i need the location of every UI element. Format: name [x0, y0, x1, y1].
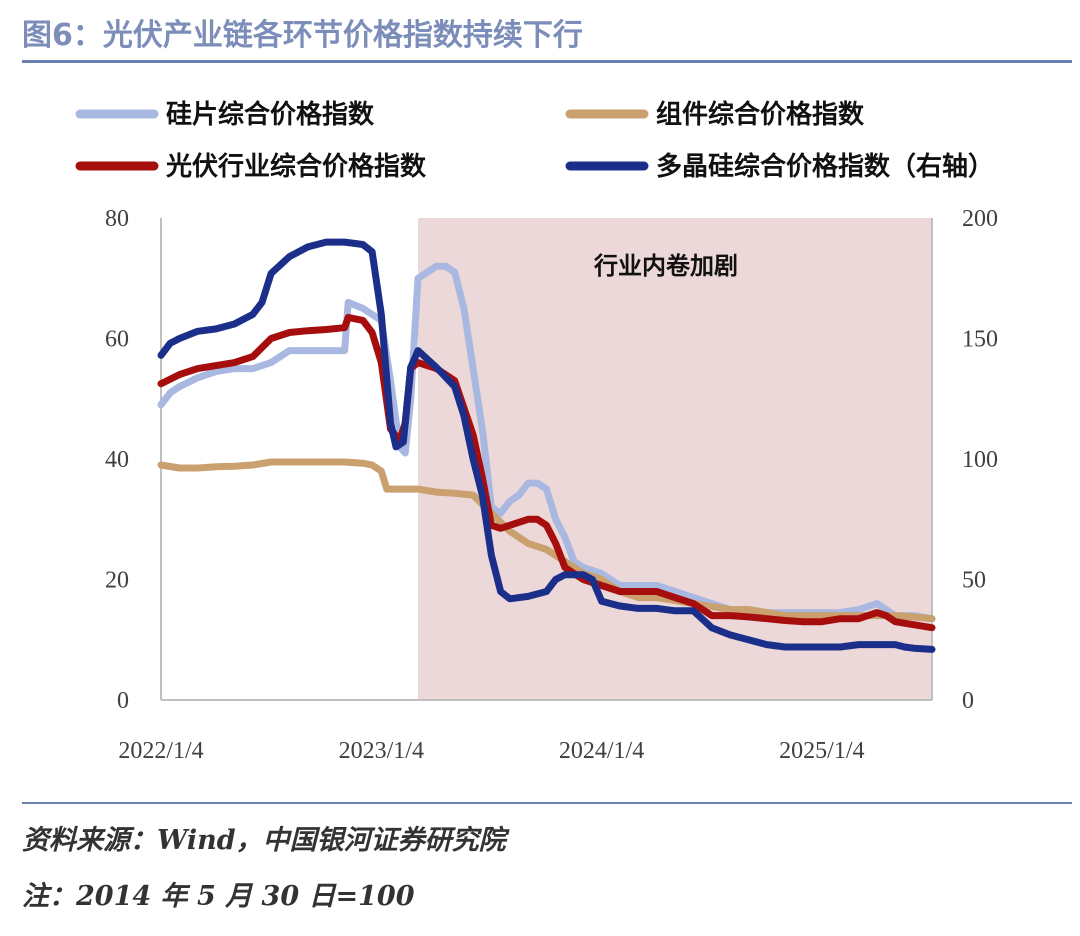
- x-tick-label: 2022/1/4: [118, 738, 203, 764]
- legend-label: 硅片综合价格指数: [166, 99, 375, 130]
- x-tick-label: 2023/1/4: [339, 738, 424, 764]
- y-right-tick-label: 200: [962, 206, 998, 232]
- chart: 行业内卷加剧 0 20 40 60 80 0 50 100 150 200 2022/1/4 2023…: [75, 99, 998, 764]
- series-line: [157, 238, 936, 653]
- x-tick-label: 2024/1/4: [559, 738, 644, 764]
- y-left-tick-label: 80: [105, 206, 129, 232]
- baseline-note: 注：2014 年 5 月 30 日=100: [22, 881, 415, 912]
- y-right-tick-label: 50: [962, 568, 986, 594]
- y-right-tick-label: 0: [962, 688, 974, 714]
- source-note: 资料来源：Wind，中国银河证券研究院: [22, 825, 506, 856]
- shaded-region: [418, 218, 932, 700]
- y-left-tick-label: 40: [105, 447, 129, 473]
- y-right-tick-label: 150: [962, 327, 998, 353]
- legend-label: 组件综合价格指数: [656, 99, 865, 130]
- series-line: [157, 313, 936, 632]
- y-left-tick-label: 20: [105, 568, 129, 594]
- page-title: 图6：光伏产业链各环节价格指数持续下行: [22, 18, 583, 53]
- series-line: [157, 458, 936, 623]
- y-right-tick-label: 100: [962, 447, 998, 473]
- axes: 0 20 40 60 80 0 50 100 150 200 2022/1/4 2023/1/4 202…: [105, 206, 998, 764]
- y-left-tick-label: 0: [117, 688, 129, 714]
- legend-label: 光伏行业综合价格指数: [165, 151, 427, 182]
- title-divider: [22, 60, 1072, 63]
- x-tick-label: 2025/1/4: [779, 738, 864, 764]
- legend-label: 多晶硅综合价格指数（右轴）: [656, 151, 994, 182]
- shaded-region-layer: 行业内卷加剧: [418, 218, 932, 700]
- series-lines: [157, 238, 936, 653]
- footer-divider: [22, 802, 1072, 804]
- y-left-tick-label: 60: [105, 327, 129, 353]
- shaded-region-label: 行业内卷加剧: [593, 252, 738, 280]
